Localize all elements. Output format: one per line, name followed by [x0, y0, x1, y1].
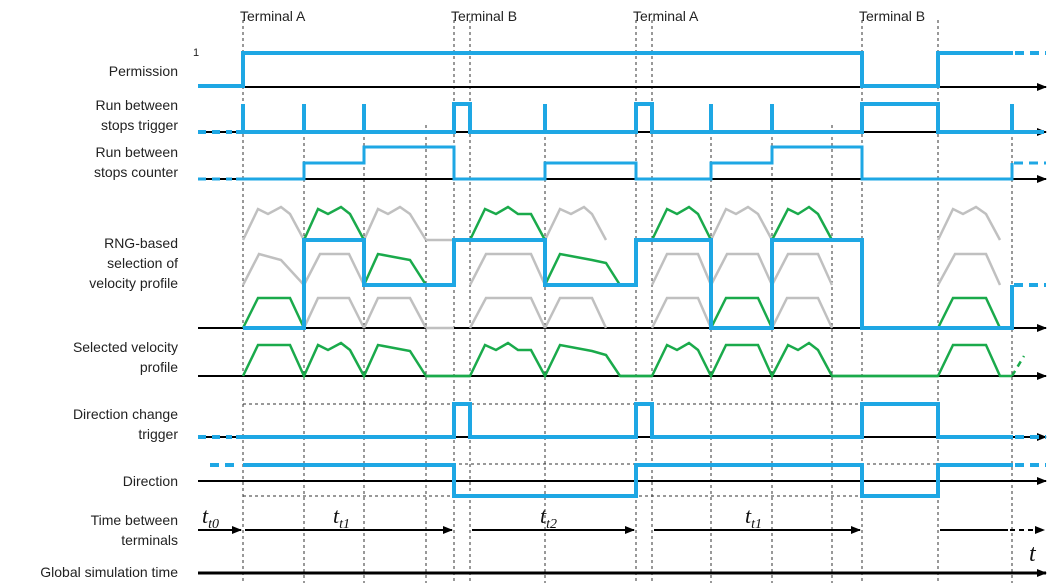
- rng-unselected-profiles: [241, 205, 1002, 330]
- run-trigger-signal: [198, 102, 1044, 134]
- rng-selection-signal: [243, 238, 1046, 330]
- label-global-time: Global simulation time: [40, 564, 178, 580]
- row-labels: Permission Run between stops trigger Run…: [40, 63, 178, 580]
- label-run-counter-line1: Run between: [95, 144, 178, 160]
- terminal-label-2: Terminal B: [451, 8, 517, 24]
- label-selected-velocity-line1: Selected velocity: [73, 339, 178, 355]
- label-selected-velocity-line2: profile: [140, 359, 178, 375]
- interval-label-1: tt0: [202, 503, 219, 532]
- label-run-trigger-line1: Run between: [95, 97, 178, 113]
- permission-high-mark: 1: [193, 47, 199, 59]
- interval-label-3: tt2: [540, 503, 557, 532]
- label-dir-change-line1: Direction change: [73, 406, 178, 422]
- permission-signal: [198, 51, 1046, 88]
- dir-change-trigger-signal: [198, 402, 1046, 439]
- rng-selected-profiles: [241, 205, 1002, 329]
- selected-velocity-signal: [241, 341, 1026, 380]
- label-run-trigger-line2: stops trigger: [101, 117, 178, 133]
- label-time-between-line1: Time between: [91, 512, 178, 528]
- run-counter-signal: [198, 145, 1046, 181]
- interval-label-4: tt1: [745, 503, 762, 532]
- label-rng-line1: RNG-based: [104, 235, 178, 251]
- label-time-between-line2: terminals: [121, 532, 178, 548]
- global-time-symbol: t: [1029, 541, 1037, 567]
- label-direction: Direction: [123, 473, 178, 489]
- terminal-label-4: Terminal B: [859, 8, 925, 24]
- signal-traces: [198, 51, 1046, 498]
- label-permission: Permission: [109, 63, 178, 79]
- terminal-label-1: Terminal A: [240, 8, 306, 24]
- label-dir-change-line2: trigger: [138, 426, 178, 442]
- interval-label-2: tt1: [333, 503, 350, 532]
- terminal-label-3: Terminal A: [633, 8, 699, 24]
- label-run-counter-line2: stops counter: [94, 164, 178, 180]
- direction-signal: [210, 463, 1046, 498]
- label-rng-line3: velocity profile: [89, 275, 178, 291]
- label-rng-line2: selection of: [107, 255, 178, 271]
